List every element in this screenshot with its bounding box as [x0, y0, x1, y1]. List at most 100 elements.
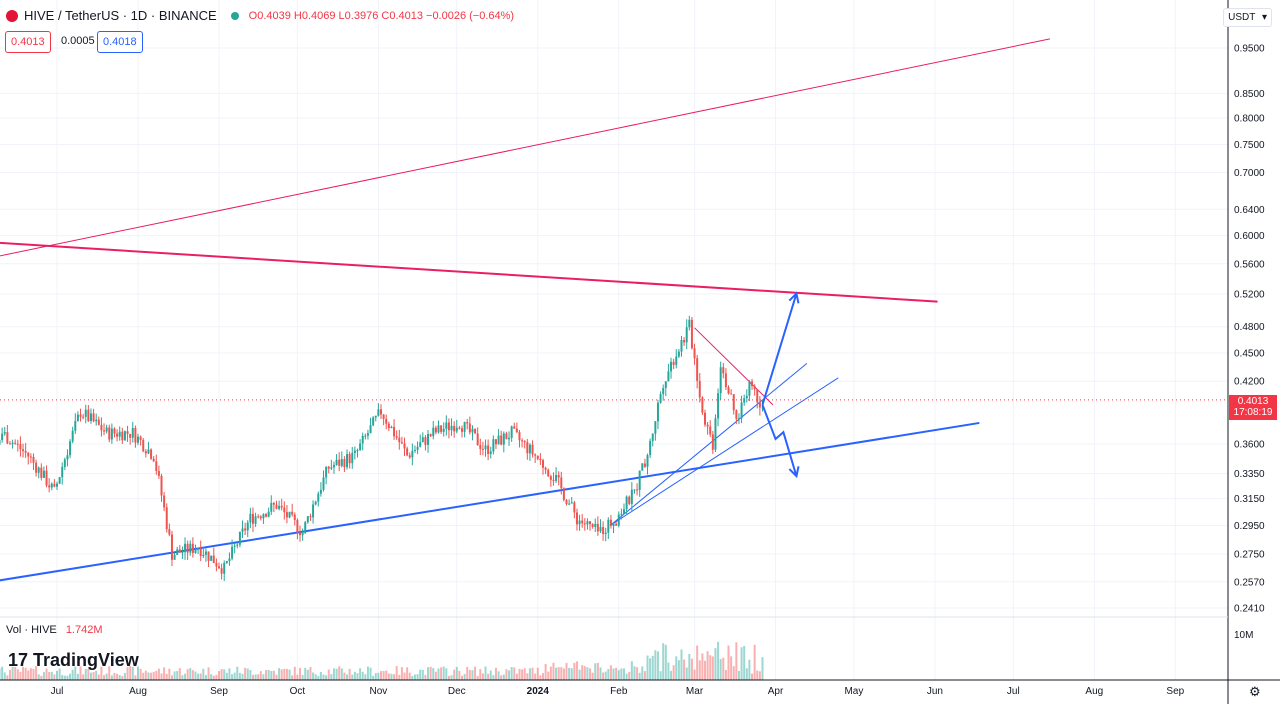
volume-bar [701, 653, 704, 680]
volume-bar [612, 668, 615, 680]
volume-value: 1.742M [65, 624, 103, 636]
candle-body [463, 422, 466, 432]
volume-bar [0, 668, 1, 680]
volume-bar [95, 670, 98, 680]
candle-body [113, 428, 116, 434]
candle-body [690, 319, 693, 349]
volume-bar [756, 670, 759, 680]
candle-body [424, 437, 427, 445]
volume-bar [335, 668, 338, 680]
candle-body [241, 528, 244, 532]
candle-body [178, 549, 181, 553]
candle-body [643, 463, 646, 467]
volume-bar [212, 675, 215, 680]
volume-bar [332, 668, 335, 680]
candle-body [555, 475, 558, 481]
currency-selector[interactable]: USDT ▾ [1223, 8, 1272, 27]
candle-body [317, 493, 320, 502]
time-tick-label: Jul [51, 686, 64, 697]
candle-body [698, 380, 701, 398]
candle-body [131, 428, 134, 438]
candle-body [521, 440, 524, 442]
candle-body [419, 442, 422, 447]
candle-body [609, 519, 612, 526]
sell-price-button[interactable]: 0.4013 [5, 31, 51, 53]
volume-bar [568, 667, 571, 680]
volume-bar [249, 670, 252, 680]
volume-bar [656, 651, 659, 680]
candle-body [664, 381, 667, 389]
volume-bar [502, 674, 505, 680]
volume-bar [633, 666, 636, 680]
volume-bar [155, 670, 158, 680]
tradingview-logo[interactable]: 17 TradingView [8, 650, 139, 671]
candle-body [719, 367, 722, 394]
volume-bar [220, 669, 223, 680]
candle-body [581, 520, 584, 524]
candle-body [377, 409, 380, 416]
candle-body [155, 461, 158, 472]
candle-body [654, 421, 657, 434]
volume-bar [202, 668, 205, 680]
candle-body [393, 426, 396, 437]
candle-body [369, 425, 372, 434]
candle-body [27, 452, 30, 457]
candle-body [275, 504, 278, 509]
volume-bar [325, 675, 328, 680]
settings-gear-icon[interactable]: ⚙ [1249, 684, 1261, 699]
candle-body [84, 409, 87, 417]
candle-body [447, 422, 450, 431]
symbol-title[interactable]: HIVE / TetherUS · 1D · BINANCE [24, 8, 217, 23]
candle-body [440, 425, 443, 432]
candle-body [683, 339, 686, 343]
volume-bar [641, 666, 644, 680]
volume-bar [704, 660, 706, 680]
candle-body [523, 441, 526, 443]
candle-body [228, 558, 231, 561]
candle-body [672, 361, 675, 365]
candle-body [651, 433, 654, 441]
candle-body [544, 467, 547, 470]
volume-label[interactable]: Vol · HIVE [6, 624, 57, 636]
candle-body [53, 483, 56, 487]
candle-body [602, 527, 605, 535]
volume-bar [604, 671, 607, 680]
candle-body [272, 503, 275, 505]
candle-body [382, 414, 385, 419]
candle-body [568, 503, 571, 505]
volume-bar [35, 666, 38, 680]
time-tick-label: May [844, 686, 863, 697]
volume-bar [241, 673, 244, 680]
candle-body [745, 395, 748, 399]
volume-bar [113, 672, 116, 680]
candle-body [105, 427, 108, 432]
candle-body [724, 373, 727, 388]
volume-bar [14, 667, 17, 680]
time-tick-label: Oct [290, 686, 306, 697]
time-tick-label: Sep [210, 686, 228, 697]
volume-bar [497, 671, 500, 680]
volume-bar [468, 670, 471, 680]
candle-body [270, 503, 273, 512]
candle-body [502, 433, 505, 445]
candle-body [599, 527, 602, 532]
candle-body [58, 477, 61, 484]
price-tick-label: 0.6400 [1234, 205, 1265, 216]
volume-bar [139, 668, 142, 680]
buy-price-button[interactable]: 0.4018 [97, 31, 143, 53]
candle-body [361, 435, 364, 444]
volume-bar [293, 666, 296, 680]
volume-bar [494, 667, 497, 680]
candle-body [24, 451, 27, 453]
header: HIVE / TetherUS · 1D · BINANCE O0.4039 H… [6, 8, 514, 23]
candle-body [353, 450, 356, 453]
candle-body [583, 523, 586, 525]
price-tick-label: 0.3150 [1234, 494, 1265, 505]
volume-bar [419, 669, 422, 680]
volume-bar [487, 673, 490, 680]
symbol-icon[interactable] [6, 9, 18, 22]
candle-body [408, 455, 411, 458]
volume-bar [270, 670, 273, 680]
